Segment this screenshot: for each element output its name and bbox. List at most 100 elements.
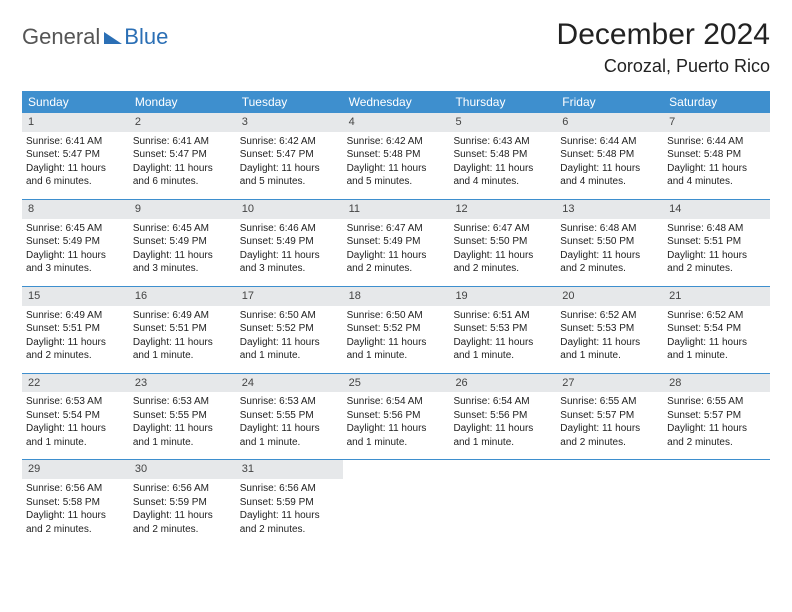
sunrise-line: Sunrise: 6:41 AM [133,135,232,149]
calendar-day-cell: 8Sunrise: 6:45 AMSunset: 5:49 PMDaylight… [22,200,129,280]
day-number: 25 [343,374,450,393]
title-block: December 2024 Corozal, Puerto Rico [557,18,770,77]
weekday-header: Sunday [22,91,129,113]
sunrise-line: Sunrise: 6:50 AM [240,309,339,323]
sunrise-line: Sunrise: 6:45 AM [133,222,232,236]
sunset-line: Sunset: 5:47 PM [26,148,125,162]
calendar-body: 1Sunrise: 6:41 AMSunset: 5:47 PMDaylight… [22,113,770,540]
sunrise-line: Sunrise: 6:53 AM [133,395,232,409]
day-number: 18 [343,287,450,306]
day-number: 23 [129,374,236,393]
calendar-day-cell [343,460,450,540]
calendar-day-cell: 3 Sunrise: 6:42 AMSunset: 5:47 PMDaylight… [236,113,343,193]
sunrise-line: Sunrise: 6:54 AM [453,395,552,409]
daylight-line: Daylight: 11 hours and 1 minute. [347,422,446,449]
daylight-line: Daylight: 11 hours and 6 minutes. [26,162,125,189]
sunrise-line: Sunrise: 6:42 AM [240,135,339,149]
sunset-line: Sunset: 5:57 PM [560,409,659,423]
calendar-day-cell: 1Sunrise: 6:41 AMSunset: 5:47 PMDaylight… [22,113,129,193]
location-label: Corozal, Puerto Rico [557,56,770,77]
calendar-day-cell: 4Sunrise: 6:42 AMSunset: 5:48 PMDaylight… [343,113,450,193]
calendar-week-row: 8 Sunrise: 6:45 AM Sunset: 5:49 PM Daylight… [22,199,770,280]
sunset-line: Sunset: 5:54 PM [26,409,125,423]
sunrise-line: Sunrise: 6:55 AM [667,395,766,409]
calendar-day-cell: 9Sunrise: 6:45 AMSunset: 5:49 PMDaylight… [129,200,236,280]
daylight-line: Daylight: 11 hours and 2 minutes. [560,422,659,449]
day-number: 8 [22,200,129,219]
daylight-line: Daylight: 11 hours and 2 minutes. [667,249,766,276]
sunrise-line: Sunrise: 6:44 AM [560,135,659,149]
calendar-day-cell: 28Sunrise: 6:55 AMSunset: 5:57 PMDayligh… [663,374,770,454]
sunset-line: Sunset: 5:59 PM [240,496,339,510]
daylight-line: Daylight: 11 hours and 1 minute. [453,336,552,363]
sunset-line: Sunset: 5:49 PM [240,235,339,249]
calendar-day-cell: 27Sunrise: 6:55 AMSunset: 5:57 PMDayligh… [556,374,663,454]
sunset-line: Sunset: 5:51 PM [133,322,232,336]
day-number: 24 [236,374,343,393]
logo-text-general: General [22,24,100,50]
sunrise-line: Sunrise: 6:46 AM [240,222,339,236]
calendar-week-row: 22Sunrise: 6:53 AMSunset: 5:54 PMDayligh… [22,373,770,454]
day-number: 19 [449,287,556,306]
day-number: 12 [449,200,556,219]
sunset-line: Sunset: 5:49 PM [26,235,125,249]
daylight-line: Daylight: 11 hours and 5 minutes. [347,162,446,189]
daylight-line: Daylight: 11 hours and 5 minutes. [240,162,339,189]
calendar-day-cell: 12Sunrise: 6:47 AMSunset: 5:50 PMDayligh… [449,200,556,280]
sunset-line: Sunset: 5:58 PM [26,496,125,510]
sunrise-line: Sunrise: 6:53 AM [26,395,125,409]
day-number: 6 [556,113,663,132]
sunset-line: Sunset: 5:50 PM [560,235,659,249]
day-number: 29 [22,460,129,479]
sunset-line: Sunset: 5:50 PM [453,235,552,249]
calendar-day-cell: 16Sunrise: 6:49 AMSunset: 5:51 PMDayligh… [129,287,236,367]
logo-text-blue: Blue [124,24,168,50]
daylight-line: Daylight: 11 hours and 2 minutes. [560,249,659,276]
day-number: 14 [663,200,770,219]
sunrise-line: Sunrise: 6:42 AM [347,135,446,149]
daylight-line: Daylight: 11 hours and 1 minute. [26,422,125,449]
weekday-header: Wednesday [343,91,450,113]
logo: General Blue [22,24,168,50]
daylight-line: Daylight: 11 hours and 2 minutes. [133,509,232,536]
day-number: 13 [556,200,663,219]
day-number: 30 [129,460,236,479]
day-number: 28 [663,374,770,393]
sunrise-line: Sunrise: 6:53 AM [240,395,339,409]
sunrise-line: Sunrise: 6:48 AM [560,222,659,236]
calendar-day-cell: 24Sunrise: 6:53 AMSunset: 5:55 PMDayligh… [236,374,343,454]
calendar-day-cell: 20Sunrise: 6:52 AMSunset: 5:53 PMDayligh… [556,287,663,367]
daylight-line: Daylight: 11 hours and 1 minute. [560,336,659,363]
daylight-line: Daylight: 11 hours and 2 minutes. [453,249,552,276]
daylight-line: Daylight: 11 hours and 2 minutes. [347,249,446,276]
sunrise-line: Sunrise: 6:56 AM [240,482,339,496]
sunrise-line: Sunrise: 6:51 AM [453,309,552,323]
weekday-header: Friday [556,91,663,113]
day-number: 20 [556,287,663,306]
sunrise-line: Sunrise: 6:56 AM [133,482,232,496]
weekday-header: Thursday [449,91,556,113]
weekday-header: Monday [129,91,236,113]
day-number: 3 [236,113,343,132]
day-number: 16 [129,287,236,306]
sunset-line: Sunset: 5:56 PM [453,409,552,423]
daylight-line: Daylight: 11 hours and 1 minute. [133,422,232,449]
daylight-line: Daylight: 11 hours and 3 minutes. [133,249,232,276]
calendar-day-cell: 25Sunrise: 6:54 AMSunset: 5:56 PMDayligh… [343,374,450,454]
sunset-line: Sunset: 5:48 PM [560,148,659,162]
sunrise-line: Sunrise: 6:55 AM [560,395,659,409]
sunset-line: Sunset: 5:47 PM [240,148,339,162]
daylight-line: Daylight: 11 hours and 4 minutes. [560,162,659,189]
weekday-header: Tuesday [236,91,343,113]
day-number: 9 [129,200,236,219]
calendar-day-cell: 2Sunrise: 6:41 AMSunset: 5:47 PMDaylight… [129,113,236,193]
day-number: 2 [129,113,236,132]
sunrise-line: Sunrise: 6:56 AM [26,482,125,496]
calendar-day-cell: 11Sunrise: 6:47 AMSunset: 5:49 PMDayligh… [343,200,450,280]
calendar-week-row: 1Sunrise: 6:41 AMSunset: 5:47 PMDaylight… [22,113,770,193]
day-number: 26 [449,374,556,393]
sunset-line: Sunset: 5:48 PM [453,148,552,162]
calendar-day-cell [663,460,770,540]
daylight-line: Daylight: 11 hours and 1 minute. [240,336,339,363]
calendar-day-cell: 14Sunrise: 6:48 AMSunset: 5:51 PMDayligh… [663,200,770,280]
